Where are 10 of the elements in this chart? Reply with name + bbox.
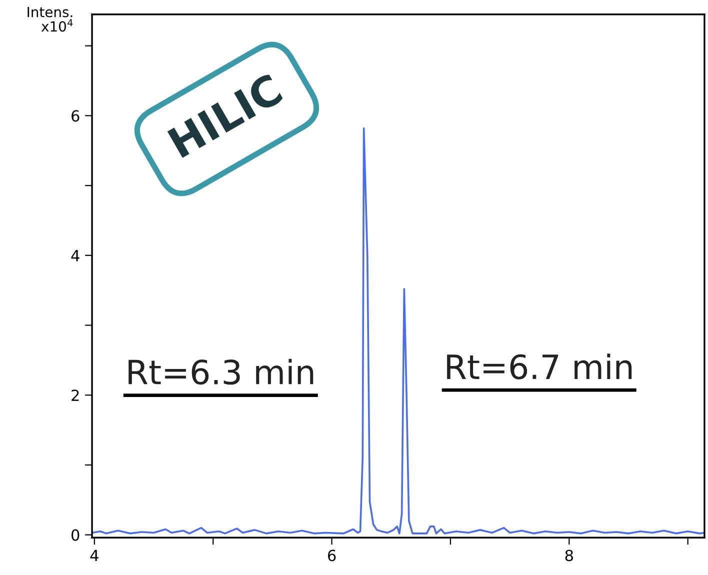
- annotation: Rt=6.3 min: [128, 358, 314, 385]
- y-tick-label: 2: [72, 390, 79, 401]
- y-tick-label: 6: [72, 110, 80, 122]
- y-axis-title: Intens. x10$^{4}$: [28, 6, 73, 32]
- x-tick-label: 4: [90, 550, 98, 562]
- x-tick-label: 6: [328, 550, 336, 562]
- y-tick-label: 4: [71, 250, 80, 262]
- x-tick-label: 8: [565, 550, 573, 562]
- annotation: Rt=6.7 min: [447, 354, 632, 380]
- y-tick-label: 0: [72, 529, 80, 541]
